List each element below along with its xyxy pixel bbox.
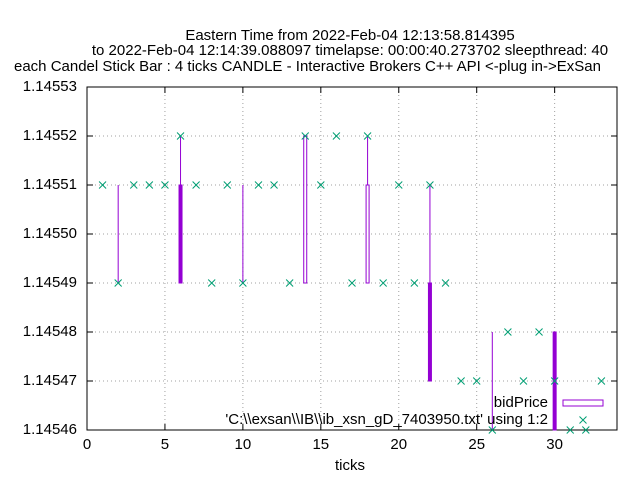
y-tick-label: 1.14550: [23, 225, 77, 242]
chart-title: Eastern Time from 2022-Feb-04 12:13:58.8…: [185, 27, 514, 44]
legend-label: 'C:\\exsan\\IB\\ib_xsn_gD_7403950.txt' u…: [225, 411, 548, 428]
y-tick-label: 1.14549: [23, 274, 77, 291]
scatter-point: [581, 426, 590, 434]
scatter-point: [394, 181, 403, 189]
scatter-point: [566, 426, 575, 434]
scatter-point: [316, 181, 325, 189]
x-tick-label: 25: [468, 436, 485, 453]
x-tick-label: 5: [161, 436, 169, 453]
candle-body: [427, 282, 432, 382]
x-axis-label: ticks: [335, 457, 365, 474]
scatter-point: [161, 181, 169, 189]
candle-body: [303, 135, 308, 284]
scatter-point: [488, 426, 497, 434]
x-tick-label: 15: [312, 436, 329, 453]
scatter-point: [597, 377, 606, 385]
scatter-point: [285, 279, 294, 287]
scatter-point: [254, 181, 263, 189]
scatter-point: [535, 328, 543, 336]
scatter-point: [176, 132, 185, 140]
y-tick-label: 1.14546: [23, 421, 77, 438]
scatter-point: [441, 279, 450, 287]
scatter-point: [332, 132, 341, 140]
scatter-point: [207, 279, 216, 287]
scatter-point: [410, 279, 419, 287]
legend-swatch: [562, 399, 604, 407]
scatter-point: [223, 181, 232, 189]
scatter-point: [550, 377, 559, 385]
scatter-point: [192, 181, 200, 189]
scatter-point: [239, 279, 247, 287]
scatter-point: [145, 181, 154, 189]
scatter-point: [114, 279, 123, 287]
chart-title: each Candel Stick Bar : 4 ticks CANDLE -…: [14, 58, 601, 75]
scatter-point: [426, 181, 434, 189]
scatter-point: [129, 181, 138, 189]
scatter-point: [348, 279, 356, 287]
scatter-point: [270, 181, 278, 189]
legend-swatch: [579, 416, 587, 424]
candle-body: [365, 184, 370, 284]
legend-label: bidPrice: [494, 394, 548, 411]
candle-body: [178, 184, 183, 284]
y-tick-label: 1.14548: [23, 323, 77, 340]
y-tick-label: 1.14552: [23, 127, 77, 144]
y-tick-label: 1.14547: [23, 372, 77, 389]
x-tick-label: 20: [390, 436, 407, 453]
scatter-point: [379, 279, 388, 287]
y-tick-label: 1.14551: [23, 176, 77, 193]
scatter-point: [98, 181, 107, 189]
chart-title: to 2022-Feb-04 12:14:39.088097 timelapse…: [92, 42, 608, 59]
scatter-point: [519, 377, 528, 385]
scatter-point: [363, 132, 372, 140]
x-tick-label: 30: [546, 436, 563, 453]
y-tick-label: 1.14553: [23, 78, 77, 95]
x-tick-label: 0: [83, 436, 91, 453]
scatter-point: [472, 377, 481, 385]
scatter-point: [301, 132, 310, 140]
plot-border: [86, 86, 618, 431]
scatter-point: [504, 328, 512, 336]
x-tick-label: 10: [235, 436, 252, 453]
scatter-point: [457, 377, 465, 385]
